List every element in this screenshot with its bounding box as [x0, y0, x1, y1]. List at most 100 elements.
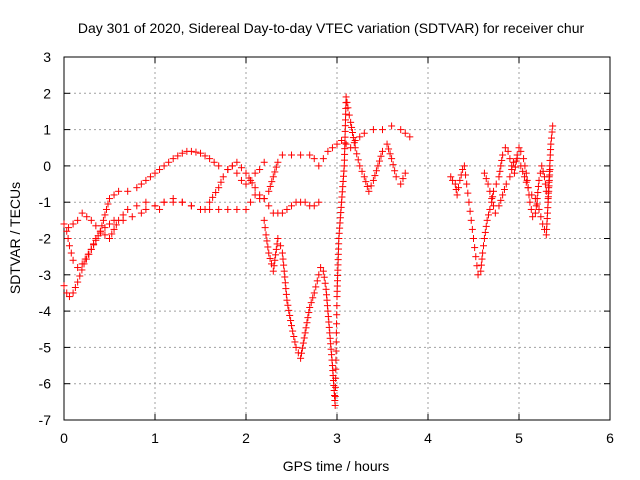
- data-point: [391, 167, 399, 175]
- data-point: [289, 327, 297, 335]
- data-point: [315, 271, 323, 279]
- data-point: [510, 169, 518, 177]
- data-point: [292, 343, 300, 351]
- data-point: [471, 244, 479, 252]
- data-point: [60, 220, 68, 228]
- data-point: [133, 184, 141, 192]
- data-point: [508, 166, 516, 174]
- data-point: [99, 216, 107, 224]
- data-point: [224, 205, 232, 213]
- data-point: [128, 213, 136, 221]
- data-point: [268, 178, 276, 186]
- data-point: [345, 111, 353, 119]
- data-point: [332, 374, 340, 382]
- data-point: [290, 333, 298, 341]
- data-point: [480, 169, 488, 177]
- data-point: [187, 202, 195, 210]
- data-point: [256, 191, 264, 199]
- data-point: [484, 180, 492, 188]
- data-point: [309, 294, 317, 302]
- y-tick-label: -2: [39, 231, 52, 247]
- data-point: [151, 202, 159, 210]
- data-point: [137, 180, 145, 188]
- data-point: [492, 180, 500, 188]
- data-point: [333, 311, 341, 319]
- data-layer: [60, 93, 557, 409]
- data-point: [342, 93, 350, 101]
- data-point: [332, 356, 340, 364]
- x-tick-label: 1: [151, 430, 159, 446]
- data-point: [265, 249, 273, 257]
- data-point: [192, 148, 200, 156]
- data-point: [279, 255, 287, 263]
- data-point: [298, 349, 306, 357]
- data-point: [266, 182, 274, 190]
- x-tick-label: 0: [60, 430, 68, 446]
- data-point: [133, 202, 141, 210]
- data-point: [347, 118, 355, 126]
- data-point: [486, 205, 494, 213]
- data-point: [312, 283, 320, 291]
- data-point: [124, 187, 132, 195]
- data-point: [78, 260, 86, 268]
- data-point: [210, 158, 218, 166]
- data-point: [491, 209, 499, 217]
- y-tick-label: -3: [39, 267, 52, 283]
- data-point: [520, 173, 528, 181]
- data-point: [369, 176, 377, 184]
- data-point: [303, 319, 311, 327]
- data-point: [310, 289, 318, 297]
- data-point: [110, 191, 118, 199]
- data-point: [315, 162, 323, 170]
- data-point: [350, 139, 358, 147]
- data-point: [515, 144, 523, 152]
- data-point: [71, 284, 79, 292]
- data-point: [520, 155, 528, 163]
- data-point: [547, 134, 555, 142]
- data-point: [449, 176, 457, 184]
- data-point: [534, 189, 542, 197]
- data-point: [169, 155, 177, 163]
- data-point: [142, 198, 150, 206]
- data-point: [124, 205, 132, 213]
- data-point: [478, 255, 486, 263]
- data-point: [331, 383, 339, 391]
- data-point: [522, 178, 530, 186]
- data-point: [304, 314, 312, 322]
- data-point: [310, 155, 318, 163]
- data-point: [531, 209, 539, 217]
- data-point: [480, 242, 488, 250]
- data-point: [215, 162, 223, 170]
- data-point: [462, 171, 470, 179]
- data-point: [389, 161, 397, 169]
- data-point: [549, 122, 557, 130]
- data-point: [160, 198, 168, 206]
- data-point: [280, 261, 288, 269]
- data-point: [397, 180, 405, 188]
- data-point: [288, 151, 295, 159]
- data-point: [174, 152, 182, 160]
- data-point: [142, 176, 150, 184]
- data-point: [529, 213, 537, 221]
- data-point: [283, 296, 291, 304]
- data-point: [251, 184, 259, 192]
- data-point: [546, 166, 554, 174]
- data-point: [482, 222, 490, 230]
- data-point: [98, 222, 106, 230]
- data-point: [386, 150, 394, 158]
- data-point: [375, 157, 383, 165]
- data-point: [406, 133, 414, 141]
- data-point: [201, 152, 209, 160]
- data-point: [524, 184, 532, 192]
- data-point: [372, 167, 380, 175]
- data-point: [269, 267, 277, 275]
- data-point: [64, 235, 72, 242]
- data-point: [459, 166, 467, 174]
- data-point: [248, 179, 256, 187]
- data-point: [271, 256, 279, 264]
- data-point: [272, 245, 280, 253]
- y-axis-label: SDTVAR / TECUs: [7, 182, 23, 294]
- y-tick-label: 2: [43, 85, 51, 101]
- data-point: [511, 163, 519, 171]
